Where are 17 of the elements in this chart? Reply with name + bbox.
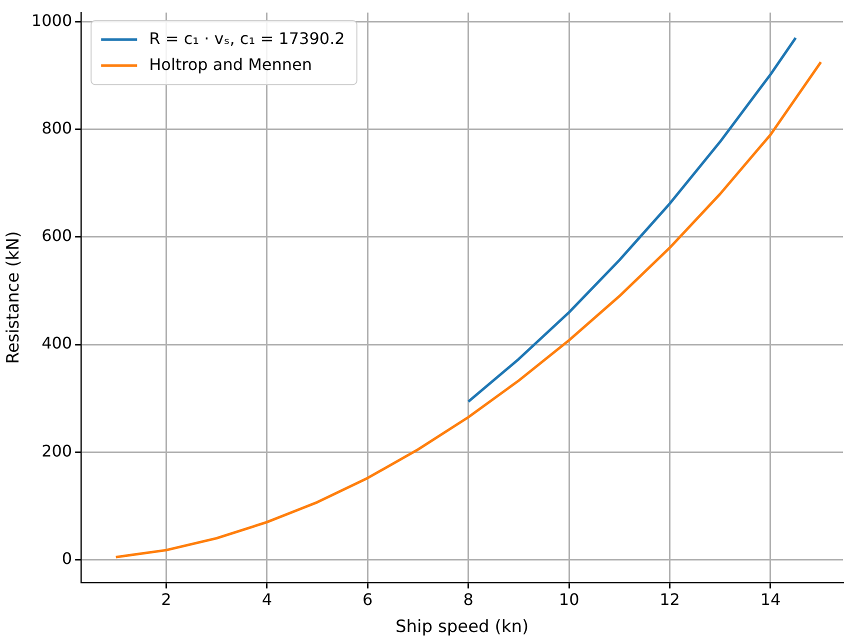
y-tick-label: 200	[42, 441, 72, 460]
x-tick-label: 8	[463, 590, 474, 610]
y-axis-title: Resistance (kN)	[4, 231, 24, 364]
y-tick-label: 800	[42, 118, 72, 138]
y-tick-label: 1000	[31, 10, 72, 30]
x-tick-label: 10	[558, 590, 580, 610]
x-tick-label: 12	[660, 590, 680, 610]
y-tick-label: 0	[62, 548, 72, 568]
x-tick-label: 14	[760, 590, 781, 610]
x-tick-label: 4	[262, 590, 272, 610]
legend-label: Holtrop and Mennen	[149, 54, 312, 74]
y-tick-label: 400	[42, 334, 72, 353]
x-tick-label: 6	[362, 590, 373, 610]
x-tick-label: 2	[161, 590, 172, 610]
y-tick-label: 600	[42, 226, 72, 246]
legend-label: R = c₁ · vₛ, c₁ = 17390.2	[149, 28, 345, 48]
x-axis-title: Ship speed (kn)	[395, 617, 529, 638]
